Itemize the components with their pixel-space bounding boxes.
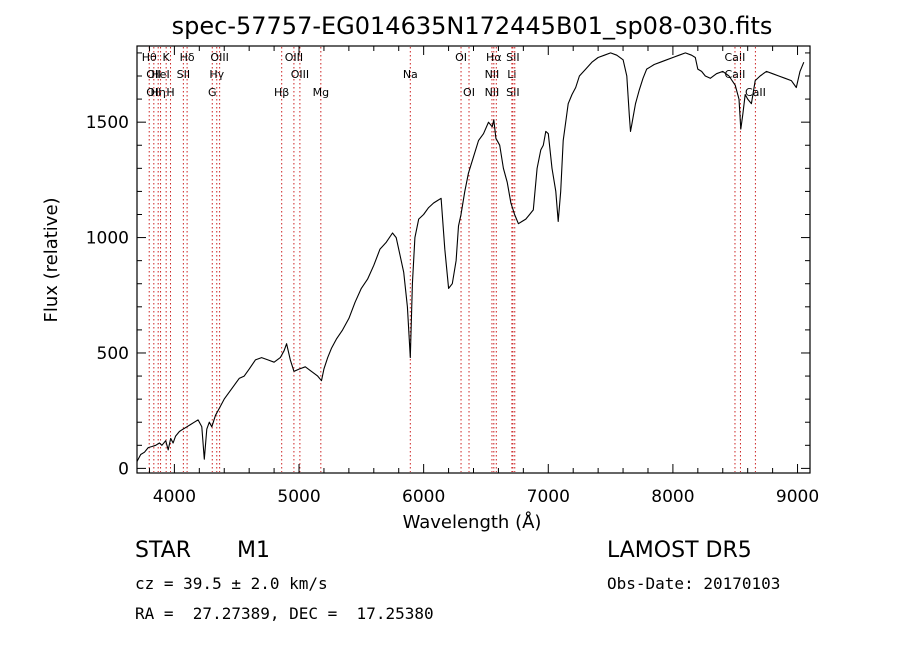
marker-label: OIII bbox=[291, 68, 309, 81]
x-tick-label: 9000 bbox=[776, 487, 819, 507]
marker-label: OI bbox=[455, 51, 467, 64]
observation-date: Obs-Date: 20170103 bbox=[607, 574, 781, 593]
marker-label: SII bbox=[177, 68, 190, 81]
y-axis-label: Flux (relative) bbox=[41, 197, 62, 322]
plot-frame bbox=[136, 45, 811, 474]
marker-label: Li bbox=[507, 68, 516, 81]
marker-label: OII bbox=[146, 68, 161, 81]
y-tick-label: 0 bbox=[118, 459, 129, 479]
object-class: STAR bbox=[135, 538, 192, 563]
x-tick-label: 7000 bbox=[527, 487, 570, 507]
marker-label: SII bbox=[506, 51, 519, 64]
x-axis-label: Wavelength (Å) bbox=[403, 511, 542, 533]
sky-coordinates: RA = 27.27389, DEC = 17.25380 bbox=[135, 604, 434, 623]
marker-label: Hδ bbox=[180, 51, 195, 64]
marker-label: H bbox=[166, 86, 174, 99]
y-tick-label: 1000 bbox=[86, 229, 129, 249]
marker-label: K bbox=[163, 51, 171, 64]
x-axis: 4000 5000 6000 7000 8000 9000 bbox=[148, 46, 819, 507]
marker-label: SII bbox=[506, 86, 519, 99]
marker-label: Na bbox=[403, 68, 418, 81]
emission-line-markers: HθOIIOIIHηHeIKHSIIHδGHγOIIIHβOIIIOIIIMgN… bbox=[142, 47, 766, 472]
marker-label: OIII bbox=[210, 51, 228, 64]
spectrum-series bbox=[136, 52, 805, 462]
y-tick-label: 500 bbox=[97, 344, 129, 364]
y-axis: 0 500 1000 1500 bbox=[86, 52, 810, 479]
x-tick-label: 5000 bbox=[277, 487, 320, 507]
marker-label: NII bbox=[485, 68, 500, 81]
marker-label: OIII bbox=[285, 51, 303, 64]
marker-label: Mg bbox=[313, 86, 329, 99]
marker-label: Hθ bbox=[142, 51, 157, 64]
marker-label: NII bbox=[485, 86, 500, 99]
marker-label: CaII bbox=[745, 86, 766, 99]
y-tick-label: 1500 bbox=[86, 113, 129, 133]
x-tick-label: 6000 bbox=[402, 487, 445, 507]
x-tick-label: 8000 bbox=[651, 487, 694, 507]
marker-label: Hβ bbox=[274, 86, 289, 99]
survey-name: LAMOST DR5 bbox=[607, 538, 752, 563]
redshift-velocity: cz = 39.5 ± 2.0 km/s bbox=[135, 574, 328, 593]
x-tick-label: 4000 bbox=[153, 487, 196, 507]
spectrum-line bbox=[136, 52, 805, 462]
marker-label: CaII bbox=[725, 51, 746, 64]
marker-label: Hη bbox=[151, 86, 166, 99]
chart-title: spec-57757-EG014635N172445B01_sp08-030.f… bbox=[172, 12, 773, 40]
marker-label: G bbox=[208, 86, 217, 99]
object-subclass: M1 bbox=[237, 538, 270, 563]
marker-label: OI bbox=[463, 86, 475, 99]
marker-label: OII bbox=[146, 86, 161, 99]
marker-label: Hγ bbox=[209, 68, 224, 81]
marker-label: Hα bbox=[486, 51, 502, 64]
marker-label: HeI bbox=[151, 68, 169, 81]
